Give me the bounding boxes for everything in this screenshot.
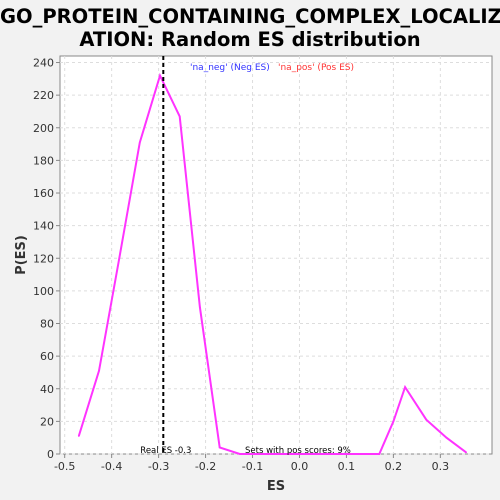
data-point xyxy=(392,420,395,423)
y-tick-label: 120 xyxy=(33,252,54,265)
data-point xyxy=(98,370,100,372)
plot-area xyxy=(59,55,493,455)
legend-neg-entry: 'na_neg' (Neg ES) xyxy=(190,63,270,73)
x-tick-label: 0.3 xyxy=(432,460,450,473)
y-tick-label: 180 xyxy=(33,154,54,167)
chart-title-line-1: GO_PROTEIN_CONTAINING_COMPLEX_LOCALIZ xyxy=(0,5,500,28)
y-tick-label: 160 xyxy=(33,187,54,200)
pos-scores-label: Sets with pos scores: 9% xyxy=(245,446,351,456)
y-tick-label: 140 xyxy=(33,220,54,233)
data-point xyxy=(338,453,341,455)
y-tick-label: 240 xyxy=(33,57,54,70)
data-point xyxy=(159,74,161,77)
y-tick-label: 100 xyxy=(33,285,54,298)
real-es-label: Real ES -0.3 xyxy=(140,446,191,456)
data-point xyxy=(465,451,467,454)
data-point xyxy=(199,306,201,308)
chart-title-line-2: ATION: Random ES distribution xyxy=(79,28,421,51)
data-point xyxy=(239,453,241,455)
data-point xyxy=(298,453,301,455)
data-point xyxy=(258,453,261,455)
series-layer xyxy=(77,72,467,455)
x-tick-label: -0.1 xyxy=(242,460,263,473)
data-point xyxy=(77,435,80,437)
y-tick-label: 80 xyxy=(40,318,54,331)
x-axis-label: ES xyxy=(267,479,285,494)
data-point xyxy=(378,453,381,455)
y-axis: 0 20 40 60 80 100 120 140 160 180 200 220 240 xyxy=(33,57,60,461)
y-tick-label: 220 xyxy=(33,89,54,102)
x-tick-label: 0.2 xyxy=(385,460,403,473)
data-point xyxy=(318,453,321,455)
y-tick-label: 20 xyxy=(40,415,54,428)
data-point xyxy=(178,115,181,118)
x-tick-label: -0.2 xyxy=(195,460,216,473)
data-point xyxy=(278,453,281,455)
data-point xyxy=(117,260,120,263)
data-point xyxy=(218,446,221,449)
data-point xyxy=(445,436,448,439)
data-point xyxy=(404,386,406,388)
x-tick-label: -0.3 xyxy=(148,460,169,473)
y-tick-label: 200 xyxy=(33,122,54,135)
data-point xyxy=(358,453,361,455)
x-tick-label: 0.1 xyxy=(338,460,356,473)
data-point xyxy=(425,418,428,421)
grid-layer xyxy=(60,56,492,455)
x-axis: -0.5 -0.4 -0.3 -0.2 -0.1 0.0 0.1 0.2 0.3 xyxy=(54,454,449,473)
y-tick-label: 0 xyxy=(47,448,54,461)
y-tick-label: 60 xyxy=(40,350,54,363)
x-tick-label: -0.5 xyxy=(54,460,75,473)
y-axis-label: P(ES) xyxy=(14,235,29,275)
x-tick-label: 0.0 xyxy=(291,460,309,473)
x-tick-label: -0.4 xyxy=(101,460,122,473)
data-point xyxy=(139,141,141,144)
y-tick-label: 40 xyxy=(40,383,54,396)
legend-pos-entry: 'na_pos' (Pos ES) xyxy=(278,63,354,73)
